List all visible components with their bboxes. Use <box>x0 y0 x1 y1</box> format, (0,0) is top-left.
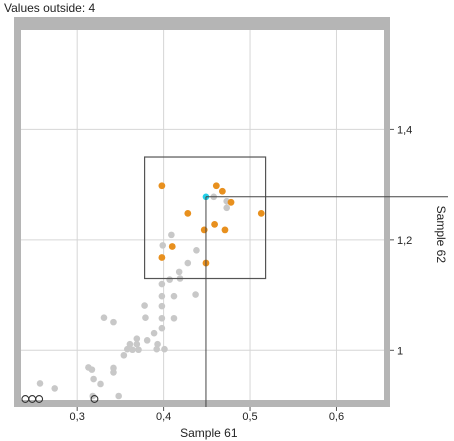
data-point[interactable] <box>193 247 200 254</box>
grid <box>21 30 384 400</box>
outside-value-marker <box>35 395 44 403</box>
data-point[interactable] <box>100 314 108 322</box>
y-tick-label: 1,2 <box>397 235 412 247</box>
data-point-selected[interactable] <box>158 254 166 261</box>
data-point[interactable] <box>141 302 148 309</box>
values-outside-status: Values outside: 4 <box>4 1 96 15</box>
data-point[interactable] <box>184 259 192 267</box>
selection-overlay[interactable] <box>143 156 448 407</box>
data-points[interactable] <box>21 182 265 403</box>
data-point[interactable] <box>161 345 168 353</box>
outside-value-marker <box>90 395 99 403</box>
data-point[interactable] <box>110 369 117 376</box>
plot-frame <box>14 17 390 407</box>
data-point[interactable] <box>175 268 183 276</box>
data-point[interactable] <box>158 302 166 310</box>
data-point[interactable] <box>135 346 142 354</box>
y-axis-ticks: 1 1,2 1,4 <box>390 124 412 357</box>
data-point[interactable] <box>126 340 134 348</box>
data-point[interactable] <box>170 292 178 300</box>
data-point[interactable] <box>97 380 104 388</box>
data-point[interactable] <box>166 276 173 283</box>
y-tick-label: 1,4 <box>397 124 412 136</box>
x-tick-label: 0,4 <box>156 411 171 423</box>
data-point[interactable] <box>120 351 128 359</box>
data-point[interactable] <box>153 345 160 353</box>
data-point-selected[interactable] <box>158 182 166 190</box>
x-tick-label: 0,3 <box>70 411 85 423</box>
data-point[interactable] <box>124 345 131 353</box>
data-point[interactable] <box>110 318 117 326</box>
data-point[interactable] <box>51 385 59 392</box>
data-point[interactable] <box>168 231 175 239</box>
data-point-selected[interactable] <box>168 243 176 250</box>
x-axis-title: Sample 61 <box>180 426 238 440</box>
data-point-selected[interactable] <box>211 220 219 228</box>
data-point[interactable] <box>158 324 166 332</box>
x-tick-label: 0,5 <box>242 411 257 423</box>
data-point[interactable] <box>192 291 199 298</box>
data-point[interactable] <box>159 242 167 249</box>
data-point[interactable] <box>115 392 122 400</box>
data-point[interactable] <box>143 337 151 344</box>
x-tick-label: 0,6 <box>329 411 344 423</box>
data-point[interactable] <box>158 292 166 300</box>
data-point-selected[interactable] <box>227 198 235 206</box>
data-point-selected[interactable] <box>212 182 220 190</box>
data-point[interactable] <box>90 375 97 383</box>
data-point[interactable] <box>150 329 158 337</box>
data-point-selected[interactable] <box>221 226 229 234</box>
data-point-selected[interactable] <box>257 209 265 217</box>
data-point[interactable] <box>133 335 141 343</box>
data-point-selected[interactable] <box>200 226 208 234</box>
data-point[interactable] <box>154 340 161 348</box>
data-point[interactable] <box>36 380 44 387</box>
y-tick-label: 1 <box>397 345 403 357</box>
selection-box[interactable] <box>143 156 267 280</box>
data-point[interactable] <box>158 314 166 322</box>
data-point[interactable] <box>133 340 141 348</box>
data-point[interactable] <box>170 314 178 322</box>
plot-area <box>21 30 384 400</box>
data-point[interactable] <box>129 346 136 354</box>
data-point-selected[interactable] <box>218 187 226 195</box>
data-point-selected[interactable] <box>184 209 192 217</box>
x-axis-ticks: 0,3 0,4 0,5 0,6 <box>70 407 344 423</box>
y-axis-title: Sample 62 <box>434 206 448 264</box>
data-point[interactable] <box>223 204 230 212</box>
data-point[interactable] <box>88 366 96 373</box>
data-point[interactable] <box>158 280 166 288</box>
data-point[interactable] <box>142 314 149 322</box>
